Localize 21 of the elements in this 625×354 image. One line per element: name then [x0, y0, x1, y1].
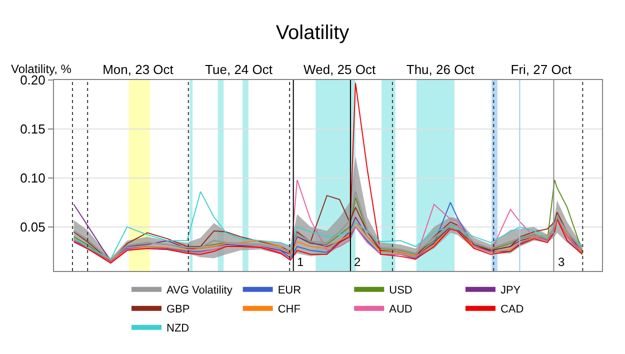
legend-label: JPY [500, 284, 522, 297]
annotation: 3 [558, 255, 565, 269]
x-tick-label: Tue, 24 Oct [205, 62, 273, 77]
x-tick-label: Fri, 27 Oct [510, 62, 572, 77]
y-tick-label: 0.10 [20, 170, 46, 186]
x-tick-label: Mon, 23 Oct [102, 62, 174, 77]
annotation: 1 [297, 255, 304, 269]
legend-label: GBP [166, 304, 190, 316]
x-tick-label: Wed, 25 Oct [304, 62, 376, 77]
legend-label: CHF [278, 304, 301, 316]
annotation: 2 [354, 255, 361, 269]
legend-label: AVG Volatility [166, 284, 233, 297]
y-tick-label: 0.15 [20, 122, 46, 137]
legend-label: CAD [500, 304, 524, 316]
x-tick-label: Thu, 26 Oct [406, 62, 475, 77]
legend-label: EUR [278, 284, 302, 297]
y-tick-label: 0.05 [20, 219, 46, 234]
legend-label: AUD [389, 304, 412, 316]
legend-label: NZD [166, 322, 190, 335]
chart-title: Volatility [276, 22, 350, 44]
legend-label: USD [389, 284, 412, 297]
